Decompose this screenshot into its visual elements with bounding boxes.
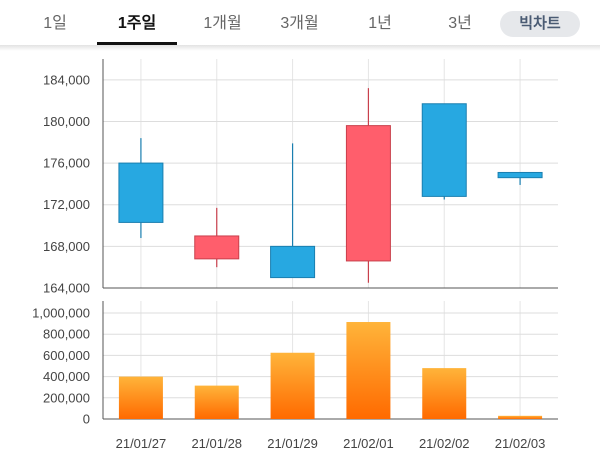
price-tick-label: 180,000 (43, 114, 90, 129)
tab-1day[interactable]: 1일 (43, 15, 67, 32)
price-tick-label: 172,000 (43, 197, 90, 212)
candle-body (497, 171, 543, 179)
tab-1year[interactable]: 1년 (368, 15, 392, 32)
volume-bar (346, 322, 391, 419)
big-chart-button[interactable]: 빅차트 (500, 11, 580, 37)
candle-body (345, 125, 391, 262)
volume-tick-label: 1,000,000 (32, 306, 90, 321)
x-tick-label: 21/02/01 (343, 436, 394, 451)
volume-bar (270, 352, 315, 419)
price-tick-label: 184,000 (43, 72, 90, 87)
x-axis: 21/01/27 21/01/28 21/01/29 21/02/01 21/02/02… (116, 436, 546, 451)
volume-tick-label: 0 (83, 412, 90, 427)
volume-bar (194, 385, 239, 419)
tab-1week[interactable]: 1주일 (97, 0, 177, 45)
volume-tick-label: 400,000 (43, 369, 90, 384)
x-tick-label: 21/01/29 (267, 436, 318, 451)
volume-bar (422, 368, 467, 419)
candle-body (421, 103, 467, 197)
tab-3year[interactable]: 3년 (448, 15, 472, 32)
x-tick-label: 21/02/03 (495, 436, 546, 451)
volume-tick-label: 600,000 (43, 348, 90, 363)
x-tick-label: 21/01/27 (116, 436, 167, 451)
period-tabs: 1일 1주일 1개월 3개월 1년 3년 빅차트 (0, 0, 600, 46)
volume-tick-label: 200,000 (43, 390, 90, 405)
x-tick-label: 21/02/02 (419, 436, 470, 451)
candle-body (118, 162, 164, 223)
price-tick-label: 164,000 (43, 281, 90, 296)
volume-bar (498, 415, 543, 419)
tab-3month[interactable]: 3개월 (280, 15, 319, 32)
x-tick-label: 21/01/28 (191, 436, 242, 451)
candle-body (270, 245, 316, 279)
volume-panel: 1,000,000 800,000 600,000 400,000 200,000 0 (32, 301, 558, 427)
tab-1month[interactable]: 1개월 (203, 15, 242, 32)
tabs-shadow (0, 45, 600, 51)
price-panel: 184,000 180,000 176,000 172,000 168,000 164,0… (43, 59, 558, 296)
price-tick-label: 168,000 (43, 239, 90, 254)
volume-bar (118, 376, 163, 419)
volume-tick-label: 800,000 (43, 327, 90, 342)
candle-body (194, 235, 240, 260)
price-tick-label: 176,000 (43, 156, 90, 171)
